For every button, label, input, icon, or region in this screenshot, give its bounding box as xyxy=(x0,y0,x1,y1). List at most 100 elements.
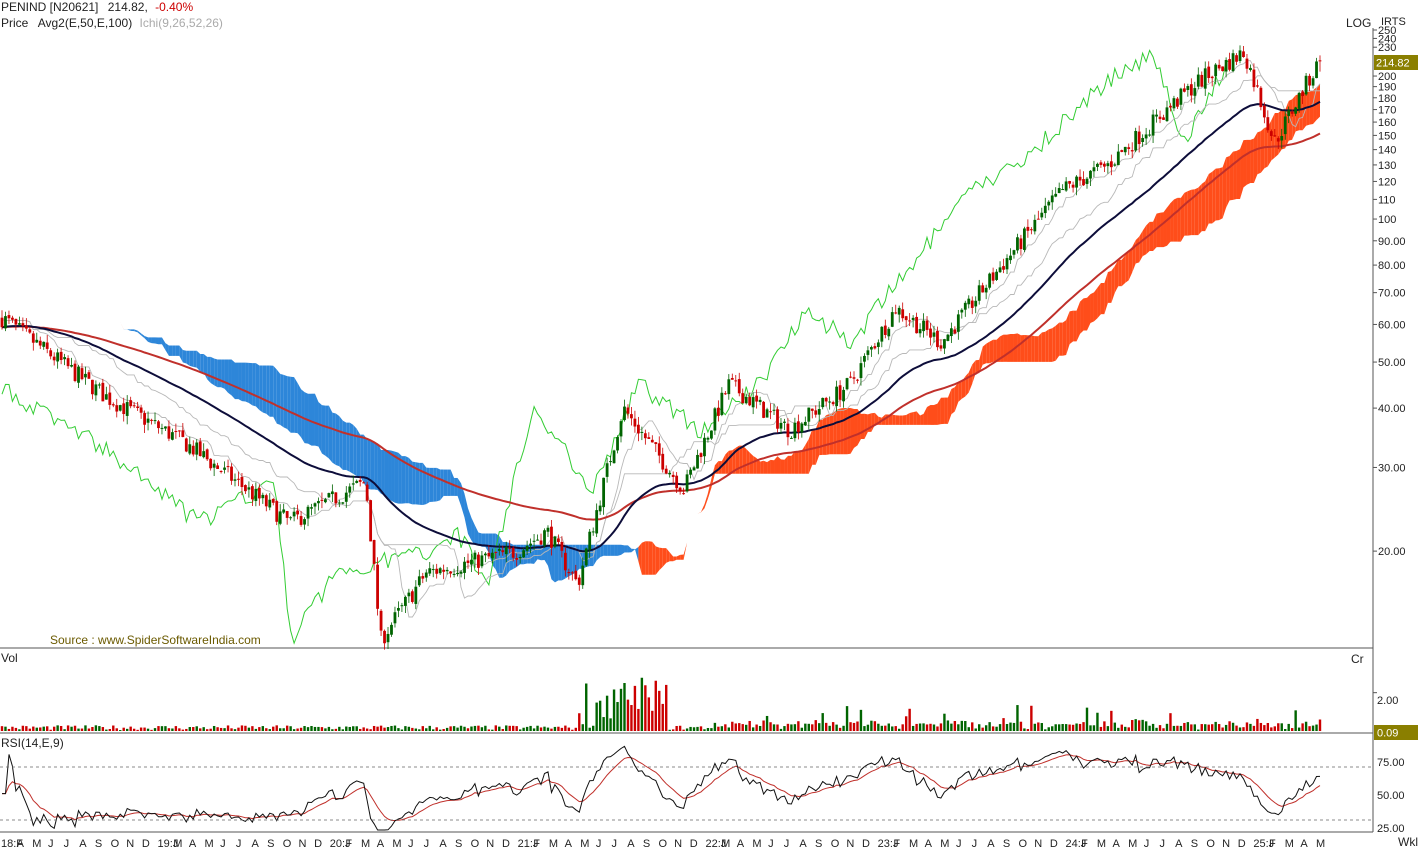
volume-bar xyxy=(612,689,616,731)
volume-bar xyxy=(783,726,786,731)
candle-body xyxy=(619,421,623,437)
cloud-segment xyxy=(1041,331,1046,362)
candle-body xyxy=(755,395,759,402)
candle-body xyxy=(577,577,581,585)
cloud-segment xyxy=(673,556,677,562)
cloud-segment xyxy=(335,413,340,467)
candle-body xyxy=(1203,68,1207,89)
candle-body xyxy=(132,405,136,407)
candle-body xyxy=(1290,111,1294,114)
cloud-segment xyxy=(631,548,635,553)
volume-bar xyxy=(651,710,654,731)
candle-body xyxy=(1245,58,1249,69)
volume-bar xyxy=(327,726,331,731)
time-axis-label: N xyxy=(846,838,854,850)
cloud-segment xyxy=(241,362,246,402)
volume-bar xyxy=(456,727,459,731)
volume-bar xyxy=(734,723,737,731)
volume-bar xyxy=(658,690,661,731)
candle-body xyxy=(289,517,293,519)
cloud-segment xyxy=(1271,112,1275,161)
irts-label[interactable]: IRTS xyxy=(1381,16,1406,28)
candle-body xyxy=(400,605,404,607)
cloud-segment xyxy=(214,358,218,388)
candle-body xyxy=(390,624,393,635)
time-axis-label: A xyxy=(1112,838,1120,850)
volume-bar xyxy=(1169,713,1172,731)
volume-panel-label: Vol xyxy=(1,651,18,665)
ichi-legend-label[interactable]: Ichi(9,26,52,26) xyxy=(139,16,223,30)
avg-legend-label[interactable]: Avg2(E,50,E,100) xyxy=(37,16,133,30)
volume-bar xyxy=(578,713,581,731)
volume-bar xyxy=(960,720,964,731)
indicator-lines xyxy=(1,49,1321,645)
cloud-segment xyxy=(892,414,896,425)
candle-body xyxy=(146,418,150,423)
candle-body xyxy=(306,506,310,519)
candle-body xyxy=(257,487,261,499)
cloud-segment xyxy=(116,320,121,322)
candle-body xyxy=(584,548,588,566)
candle-body xyxy=(636,424,640,434)
volume-bar xyxy=(129,726,132,731)
time-axis-label: M xyxy=(940,838,949,850)
candle-body xyxy=(167,426,171,439)
candle-body xyxy=(883,325,887,335)
volume-bar xyxy=(745,724,748,731)
cloud-segment xyxy=(920,413,924,425)
cloud-segment xyxy=(687,540,691,543)
cloud-segment xyxy=(711,465,715,488)
cloud-segment xyxy=(1048,328,1053,362)
period-label[interactable]: Wkl xyxy=(1398,835,1418,849)
volume-bar xyxy=(1301,723,1304,731)
candle-body xyxy=(762,401,765,418)
cloud-segment xyxy=(756,458,761,474)
candle-body xyxy=(936,330,939,348)
cloud-segment xyxy=(641,541,646,575)
volume-bar xyxy=(1217,724,1221,731)
candle-body xyxy=(442,569,446,572)
volume-bar xyxy=(904,716,908,731)
cloud-segment xyxy=(1045,329,1049,362)
volume-unit-label: Cr xyxy=(1351,652,1364,666)
log-scale-label[interactable]: LOG xyxy=(1346,16,1372,30)
volume-bar xyxy=(936,726,939,731)
cloud-segment xyxy=(735,445,740,474)
time-axis-label: M xyxy=(205,838,214,850)
volume-bar xyxy=(1047,727,1050,731)
candle-body xyxy=(250,486,254,500)
volume-bar xyxy=(219,727,223,731)
volume-bar xyxy=(279,728,282,731)
volume-bar xyxy=(1064,724,1068,731)
volume-bar xyxy=(11,726,14,731)
cloud-segment xyxy=(1257,131,1261,175)
cloud-segment xyxy=(342,420,347,470)
cloud-segment xyxy=(544,544,548,566)
volume-bar xyxy=(1214,721,1217,731)
volume-bar xyxy=(1224,724,1228,731)
volume-bar xyxy=(1023,728,1026,731)
candle-body xyxy=(497,549,501,551)
time-axis-label: A xyxy=(627,838,635,850)
cloud-segment xyxy=(700,504,705,513)
volume-bar xyxy=(532,728,536,731)
volume-bar xyxy=(786,723,790,731)
volume-bar xyxy=(567,727,571,731)
volume-bar xyxy=(706,727,710,731)
candle-body xyxy=(1294,107,1298,114)
candle-body xyxy=(720,392,724,415)
candle-body xyxy=(63,357,66,360)
cloud-segment xyxy=(850,408,855,454)
cloud-segment xyxy=(1135,236,1140,264)
volume-bar xyxy=(226,725,230,731)
cloud-segment xyxy=(457,477,462,506)
volume-bar xyxy=(588,727,591,731)
cloud-segment xyxy=(193,350,197,368)
volume-bar xyxy=(171,728,174,731)
candle-body xyxy=(1217,64,1221,69)
volume-bar xyxy=(1297,727,1301,731)
rsi-line xyxy=(2,745,1321,831)
candle-body xyxy=(327,493,331,498)
price-tick-label: 50.00 xyxy=(1378,357,1406,369)
